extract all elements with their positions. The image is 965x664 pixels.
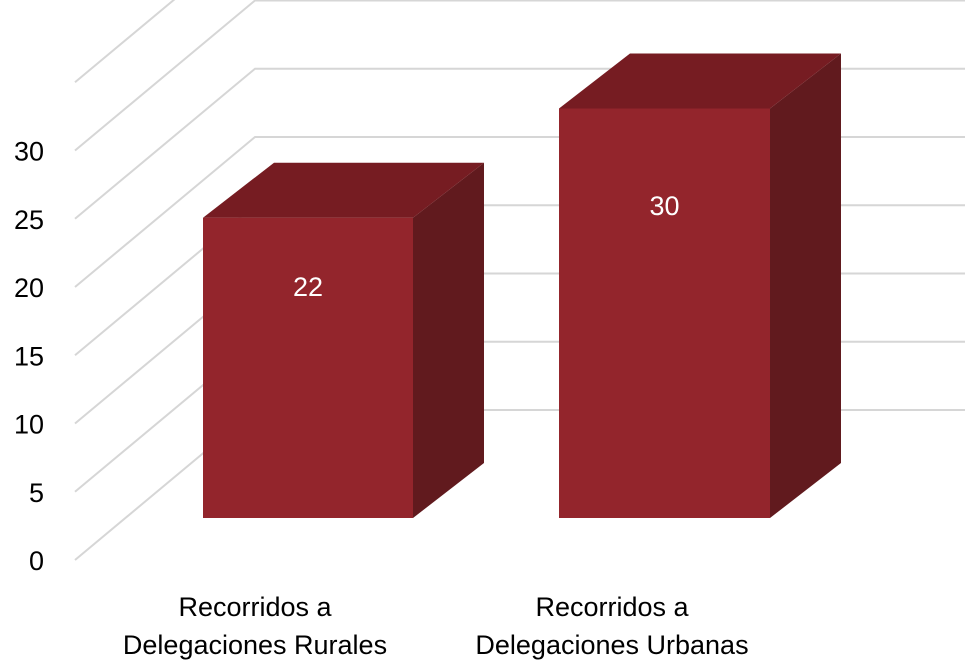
- bar-1: [203, 217, 413, 518]
- category-label-rurales-line-2: Delegaciones Rurales: [122, 630, 388, 660]
- bar-side-2: [770, 53, 841, 518]
- y-tick-label-10: 10: [14, 410, 44, 440]
- y-tick-label-15: 15: [14, 341, 44, 371]
- data-label-2: 30: [649, 191, 679, 221]
- bar-2: [559, 108, 770, 518]
- gridline-35: [74, 0, 176, 84]
- category-label-urbanas-line-2: Delegaciones Urbanas: [475, 630, 749, 660]
- category-label-rurales-line-1: Recorridos a: [178, 592, 332, 622]
- bar-top-2: [559, 53, 841, 109]
- bar-top-1: [203, 162, 484, 218]
- y-tick-label-5: 5: [29, 478, 44, 508]
- gridline-30: [74, 0, 965, 152]
- category-label-rurales: Recorridos a Delegaciones Rurales: [95, 588, 415, 664]
- bar-side-1: [413, 162, 484, 518]
- category-label-urbanas: Recorridos a Delegaciones Urbanas: [452, 588, 772, 664]
- category-label-urbanas-line-1: Recorridos a: [535, 592, 689, 622]
- y-tick-label-0: 0: [29, 546, 44, 576]
- data-label-1: 22: [293, 272, 323, 302]
- y-tick-label-20: 20: [14, 273, 44, 303]
- y-tick-label-25: 25: [14, 205, 44, 235]
- y-tick-label-30: 30: [14, 137, 44, 167]
